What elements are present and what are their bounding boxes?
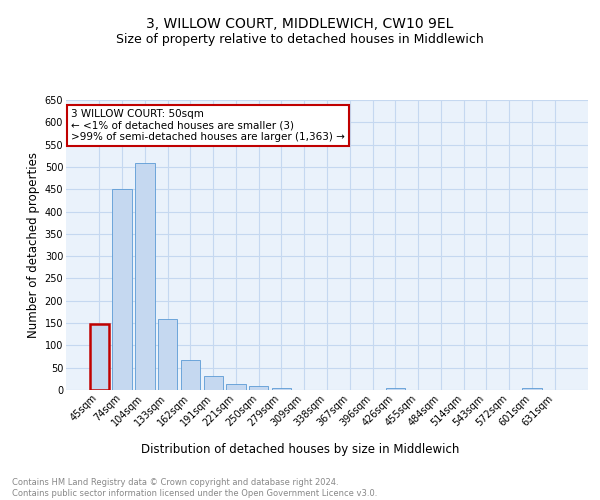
Bar bbox=[226, 384, 245, 390]
Text: Contains HM Land Registry data © Crown copyright and database right 2024.
Contai: Contains HM Land Registry data © Crown c… bbox=[12, 478, 377, 498]
Bar bbox=[90, 324, 109, 390]
Text: 3 WILLOW COURT: 50sqm
← <1% of detached houses are smaller (3)
>99% of semi-deta: 3 WILLOW COURT: 50sqm ← <1% of detached … bbox=[71, 108, 345, 142]
Bar bbox=[181, 360, 200, 390]
Bar bbox=[158, 318, 178, 390]
Bar bbox=[135, 164, 155, 390]
Text: Distribution of detached houses by size in Middlewich: Distribution of detached houses by size … bbox=[141, 442, 459, 456]
Bar bbox=[112, 189, 132, 390]
Bar bbox=[522, 388, 542, 390]
Bar bbox=[386, 388, 405, 390]
Bar bbox=[203, 376, 223, 390]
Text: 3, WILLOW COURT, MIDDLEWICH, CW10 9EL: 3, WILLOW COURT, MIDDLEWICH, CW10 9EL bbox=[146, 18, 454, 32]
Y-axis label: Number of detached properties: Number of detached properties bbox=[28, 152, 40, 338]
Bar bbox=[272, 388, 291, 390]
Text: Size of property relative to detached houses in Middlewich: Size of property relative to detached ho… bbox=[116, 32, 484, 46]
Bar bbox=[249, 386, 268, 390]
